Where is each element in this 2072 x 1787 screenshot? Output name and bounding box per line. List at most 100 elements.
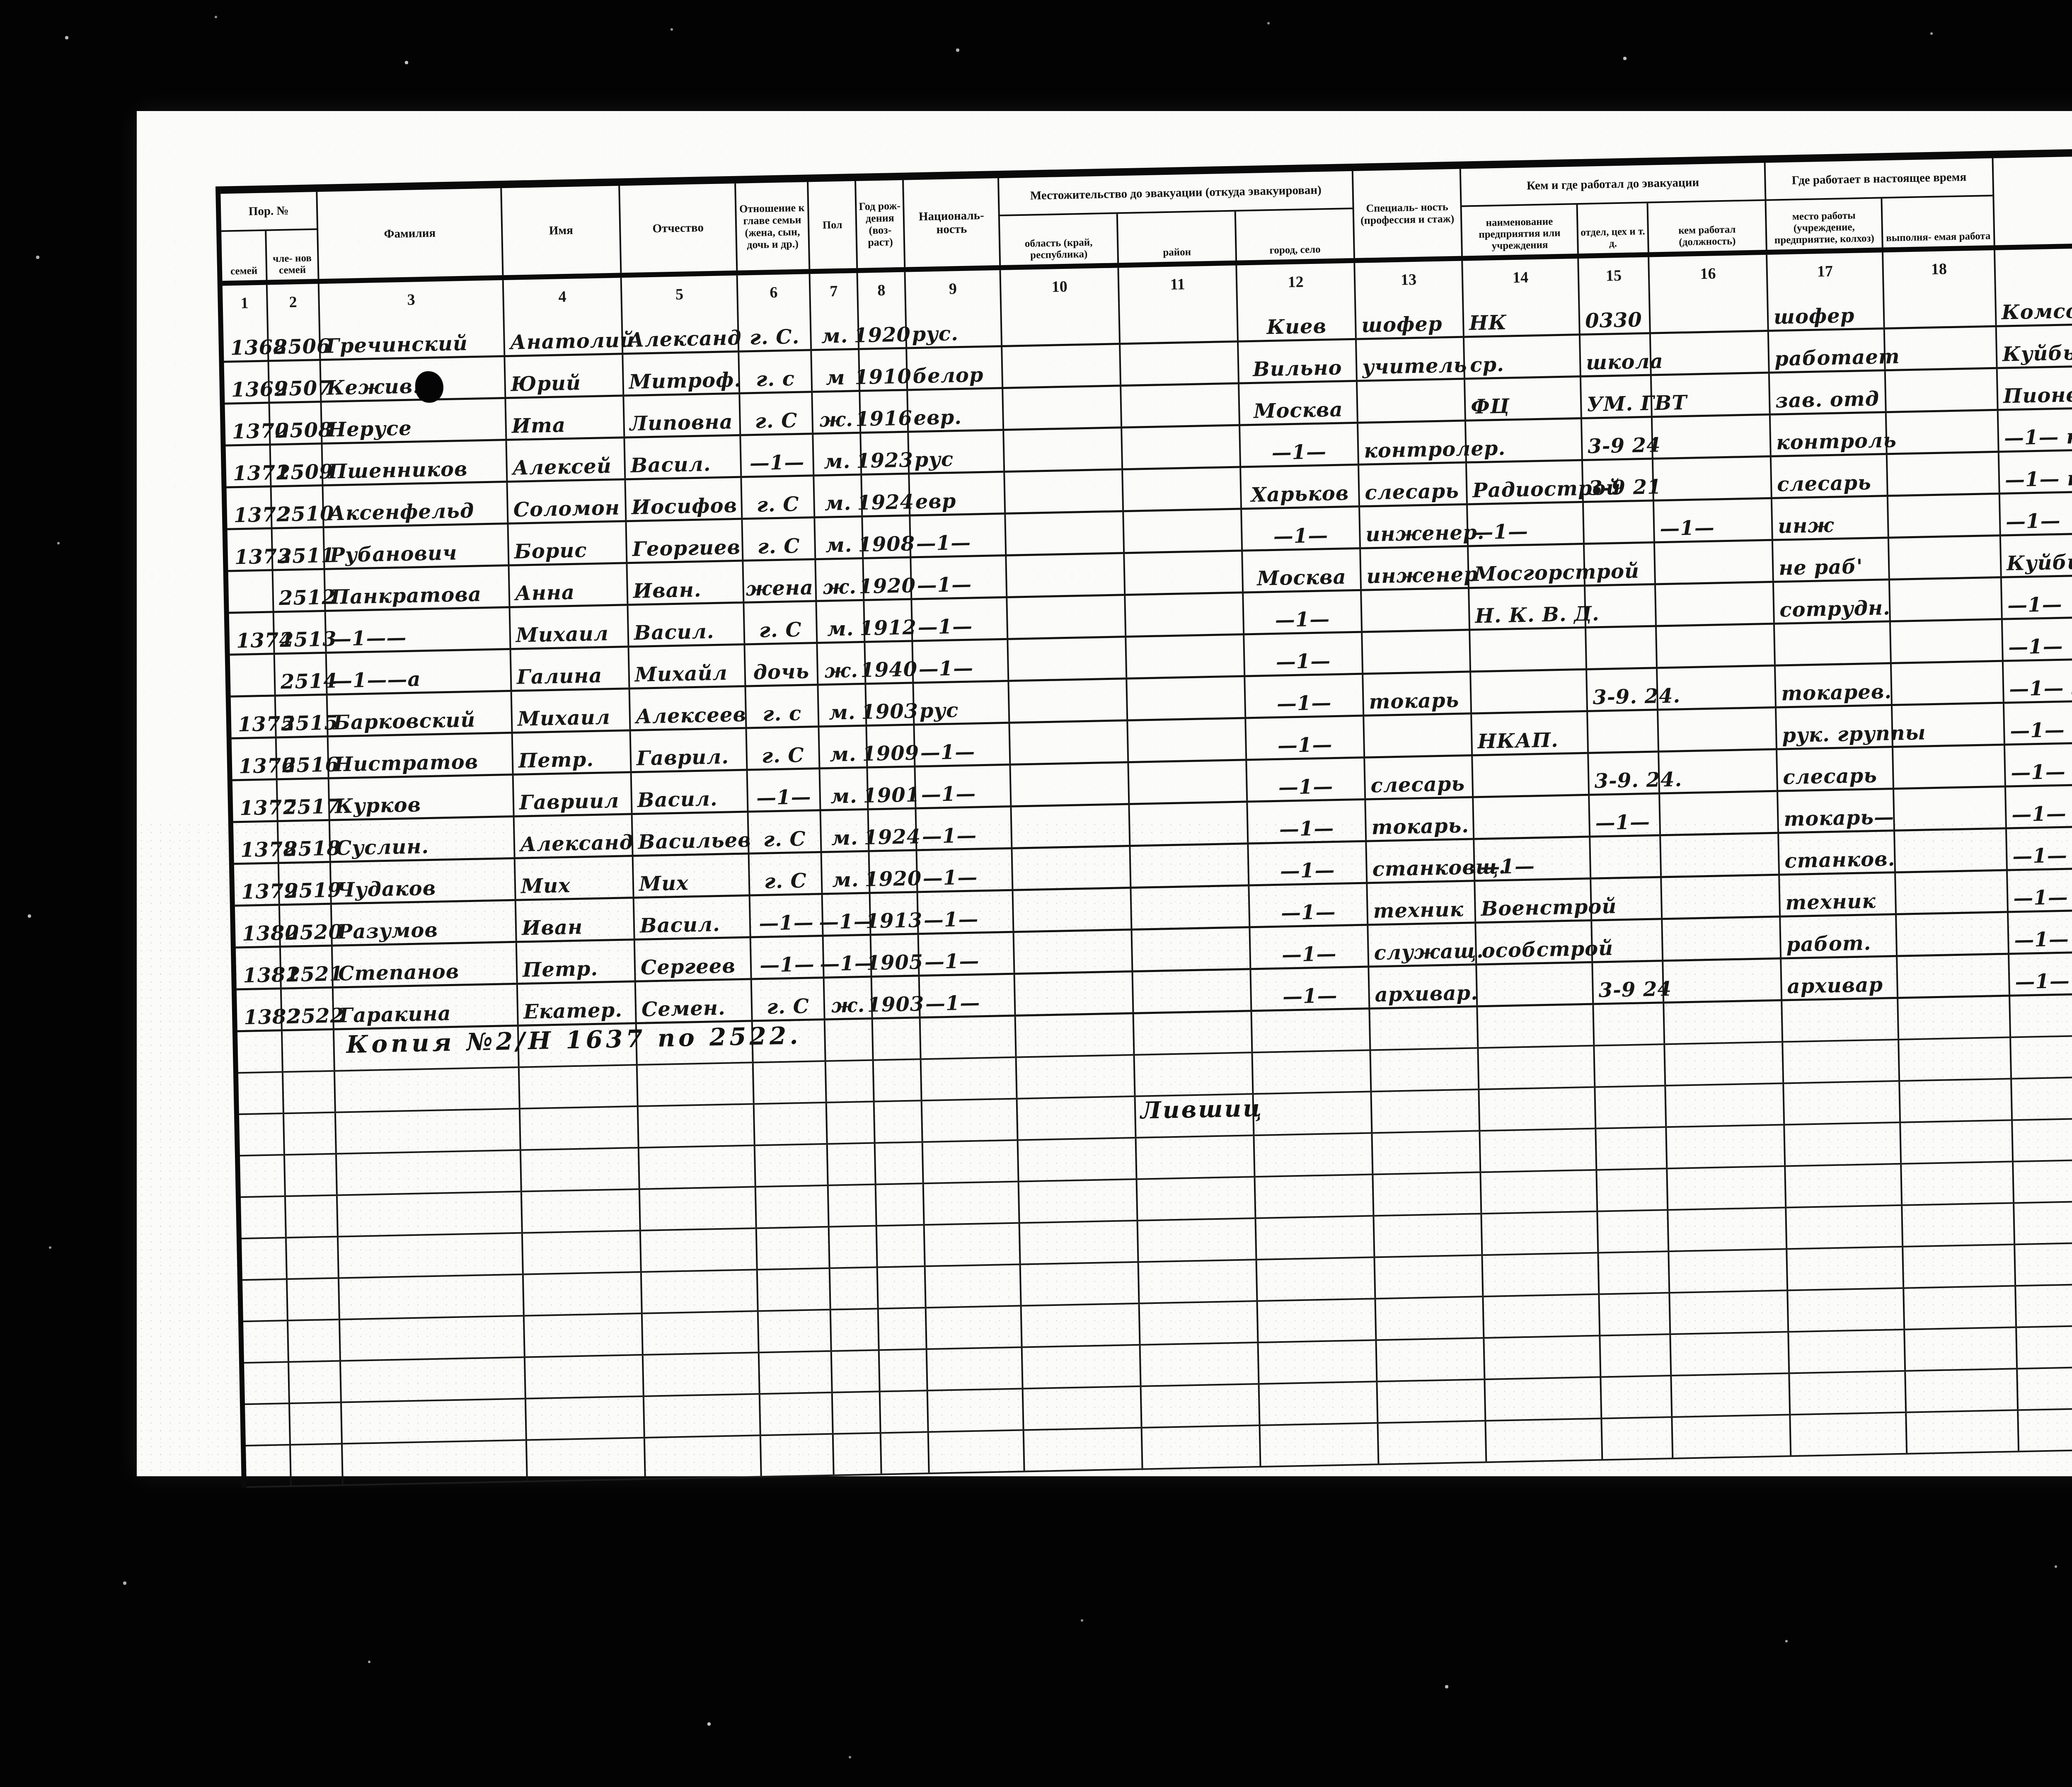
cell: 1369 (231, 377, 288, 402)
cell: архивар. (1368, 965, 1478, 1008)
cell (338, 1316, 524, 1360)
header-position: кем работал (должность) (1646, 201, 1766, 252)
cell (1371, 1132, 1480, 1174)
cell: Нерусе (320, 399, 506, 443)
cell: НКАП. (1470, 712, 1588, 754)
cell (1375, 1339, 1484, 1381)
cell: —1— (739, 435, 813, 476)
cell (1464, 419, 1581, 462)
cell: Петр. (511, 731, 630, 774)
cell: евр. (906, 389, 1003, 431)
cell: —1— (909, 514, 1005, 556)
cell (1789, 1413, 1906, 1456)
cell: 2510 (270, 486, 334, 527)
cell: рус (907, 431, 1004, 473)
cell: —1— 31 к2 (2002, 656, 2072, 702)
cell: инж (1770, 497, 1888, 539)
cell: контроль (1769, 413, 1897, 455)
cell: 1912 (859, 600, 917, 641)
header-birth-year: Год рож- дения (воз- раст) (854, 180, 904, 268)
cell (2013, 1198, 2072, 1244)
cell (926, 1389, 1023, 1432)
cell: м. (812, 433, 861, 475)
cell: 2511 (271, 528, 335, 569)
cell: 5 (620, 275, 737, 313)
cell (1599, 1335, 1670, 1376)
cell: ФЦ (1463, 377, 1581, 420)
cell: 2516 (275, 737, 339, 779)
cell (281, 1030, 334, 1071)
cell: 3-9. 24. (1587, 752, 1682, 794)
cell (521, 1231, 640, 1274)
header-patronymic: Отчество (618, 183, 736, 273)
cell: 2519 (277, 863, 342, 904)
cell (1786, 1289, 1904, 1331)
cell (1135, 1178, 1255, 1220)
cell: 9 (904, 270, 1000, 307)
cell (1257, 1341, 1376, 1383)
header-prev-work-group: Кем и где работал до эвакуации (1459, 162, 1765, 207)
cell: 2520 (278, 904, 343, 946)
cell: 2509 (269, 445, 334, 486)
cell: 1913 (865, 893, 923, 934)
cell: 2513 (272, 612, 337, 653)
cell: Радиострой (1465, 461, 1621, 503)
cell: техник (1366, 882, 1475, 924)
cell: г. С (740, 476, 814, 518)
cell (831, 1392, 880, 1433)
cell: 1920 (864, 851, 922, 892)
cell: дочь (743, 644, 817, 685)
cell: —1— (2001, 614, 2072, 660)
cell: 7 (808, 273, 857, 310)
cell (1012, 889, 1131, 931)
cell: 4 (502, 278, 621, 316)
cell (873, 1101, 922, 1142)
cell (1372, 1173, 1481, 1215)
cell: Суслин. (328, 817, 514, 861)
cell (1021, 1387, 1141, 1429)
cell (1887, 536, 2000, 579)
cell (1886, 494, 1999, 537)
header-settled-address: Где поселен (адрес) (1992, 152, 2072, 245)
cell: 16 (1648, 254, 1767, 293)
cell (242, 1280, 287, 1320)
cell (284, 1196, 337, 1237)
header-city: город, село (1234, 209, 1354, 261)
cell: рус. (905, 305, 1001, 347)
cell (1650, 373, 1769, 416)
cell: 1940 (860, 642, 918, 683)
cell (1773, 622, 1890, 665)
cell (1001, 345, 1120, 387)
cell: Соломон (506, 480, 625, 523)
cell (523, 1314, 642, 1357)
cell: Киев (1236, 298, 1355, 341)
cell (1127, 761, 1247, 803)
cell (1007, 638, 1126, 680)
cell (1665, 1125, 1784, 1168)
cell: —1— (1244, 675, 1363, 717)
cell: 2522 (280, 988, 344, 1030)
cell: токарь. (1364, 798, 1473, 840)
header-enterprise: наименование предприятия или учреждения (1460, 205, 1577, 256)
cell (927, 1431, 1024, 1473)
cell: техник (1778, 873, 1895, 916)
cell (1648, 290, 1767, 332)
cell (921, 1141, 1018, 1183)
cell: Мих (513, 857, 633, 899)
cell: 1374 (236, 628, 294, 653)
cell (1659, 834, 1779, 876)
cell (2011, 1115, 2072, 1161)
cell (1022, 1428, 1142, 1471)
cell (1890, 662, 2003, 704)
cell (1259, 1424, 1378, 1466)
cell (824, 1061, 873, 1102)
header-family-members: чле- нов семей (265, 230, 318, 280)
header-serial-group: Пор. № (220, 192, 317, 232)
cell: 3-9 24 (1591, 962, 1672, 1003)
cell (1904, 1369, 2017, 1412)
cell (336, 1233, 522, 1277)
cell (525, 1438, 644, 1481)
header-residence-group: Местожительство до эвакуации (откуда эва… (997, 171, 1353, 217)
cell (877, 1308, 926, 1349)
cell: м. (818, 726, 867, 768)
